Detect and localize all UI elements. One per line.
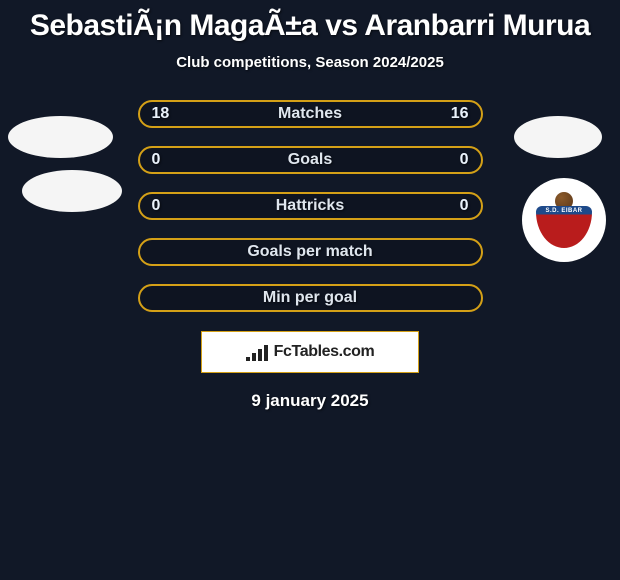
stat-left-value: 18 [152,105,170,123]
stat-row-matches: 18 Matches 16 [0,91,620,137]
stat-pill: Min per goal [138,284,483,312]
stat-left-value: 0 [152,151,161,169]
page-title: SebastiÃ¡n MagaÃ±a vs Aranbarri Murua [0,8,620,44]
stat-label: Goals per match [247,243,372,261]
stat-pill: 0 Goals 0 [138,146,483,174]
date-label: 9 january 2025 [0,391,620,411]
chart-bars-icon [246,343,268,361]
branding-site-name: FcTables.com [274,343,375,361]
stat-row-goals: 0 Goals 0 [0,137,620,183]
stat-label: Matches [278,105,342,123]
stat-label: Goals [288,151,332,169]
stats-list: 18 Matches 16 0 Goals 0 0 Hattricks 0 Go… [0,91,620,321]
stat-left-value: 0 [152,197,161,215]
stat-row-goals-per-match: Goals per match [0,229,620,275]
stat-row-min-per-goal: Min per goal [0,275,620,321]
stat-row-hattricks: 0 Hattricks 0 [0,183,620,229]
stat-right-value: 0 [460,151,469,169]
stat-right-value: 0 [460,197,469,215]
stat-pill: Goals per match [138,238,483,266]
branding-logo[interactable]: FcTables.com [201,331,419,373]
page-subtitle: Club competitions, Season 2024/2025 [0,54,620,71]
stat-pill: 0 Hattricks 0 [138,192,483,220]
comparison-card: SebastiÃ¡n MagaÃ±a vs Aranbarri Murua Cl… [0,0,620,440]
stat-label: Min per goal [263,289,357,307]
stat-pill: 18 Matches 16 [138,100,483,128]
stat-label: Hattricks [276,197,344,215]
stat-right-value: 16 [451,105,469,123]
